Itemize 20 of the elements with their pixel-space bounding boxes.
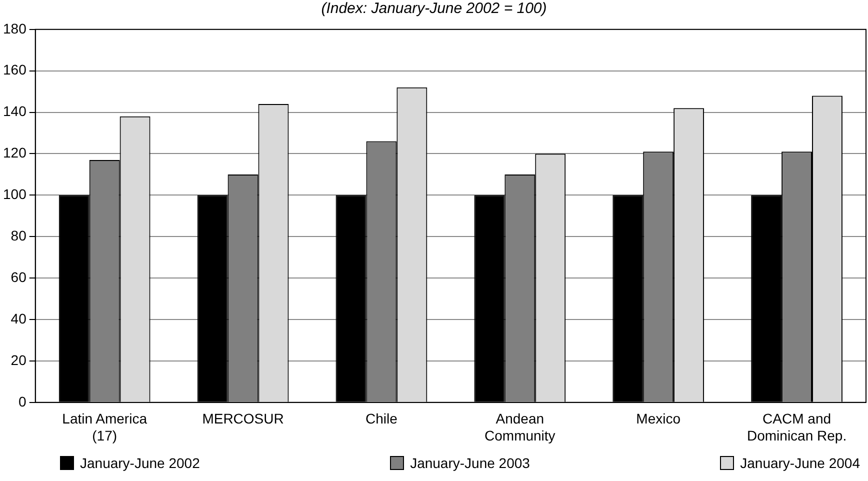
x-tick-label: CACM and Dominican Rep. (746, 410, 847, 444)
x-tick-label: Latin America (17) (62, 410, 148, 444)
y-tick-label: 120 (3, 144, 27, 161)
y-tick-label: 160 (3, 62, 27, 78)
legend-label: January-June 2003 (409, 455, 530, 471)
y-tick-label: 0 (18, 393, 27, 410)
chart-subtitle: (Index: January-June 2002 = 100) (320, 0, 548, 17)
legend-label: January-June 2002 (79, 455, 200, 471)
legend-label: January-June 2004 (739, 455, 860, 471)
x-tick-label: MERCOSUR (202, 410, 284, 427)
y-tick-label: 180 (3, 20, 27, 36)
y-tick-label: 80 (10, 227, 27, 244)
y-tick-label: 20 (10, 352, 27, 368)
y-tick-label: 60 (10, 268, 27, 285)
y-tick-label: 40 (10, 310, 27, 326)
x-tick-label: Andean Community (484, 410, 556, 444)
x-tick-label: Chile (366, 410, 398, 427)
y-tick-label: 100 (3, 186, 27, 202)
y-tick-label: 140 (3, 103, 27, 120)
x-tick-label: Mexico (636, 410, 681, 427)
